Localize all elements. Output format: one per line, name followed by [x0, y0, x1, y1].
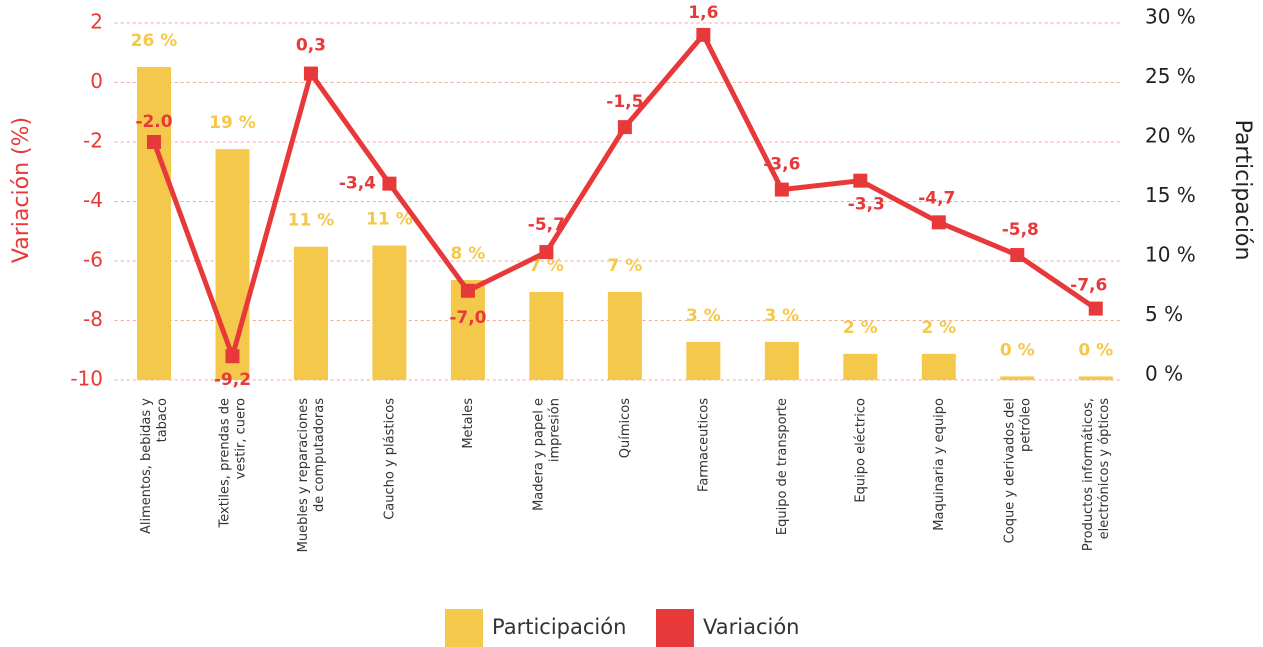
bar-value-label: 7 %	[529, 256, 564, 276]
legend-swatch	[445, 609, 483, 647]
y2-tick-label: 5 %	[1145, 302, 1183, 326]
bar-value-label: 19 %	[209, 113, 256, 133]
line-marker	[460, 283, 475, 298]
line-value-label: -7,0	[449, 308, 486, 328]
bar-value-label: 11 %	[366, 210, 413, 230]
bar-value-label: 26 %	[131, 31, 178, 51]
y2-tick-label: 25 %	[1145, 64, 1196, 88]
x-tick-label: Caucho y plásticos	[382, 398, 397, 520]
line-value-label: -4,7	[918, 188, 955, 208]
y-axis-label: Variación (%)	[9, 117, 34, 263]
bar-value-label: 3 %	[686, 306, 721, 326]
x-tick-label: Maquinaria y equipo	[931, 398, 946, 531]
bar	[372, 245, 407, 380]
y2-tick-label: 15 %	[1145, 183, 1196, 207]
bar	[843, 353, 878, 380]
x-tick-label: Equipo eléctrico	[853, 398, 868, 503]
x-tick-label: Químicos	[617, 398, 632, 458]
legend-label: Variación	[703, 615, 799, 639]
bar	[686, 341, 721, 380]
line-marker	[1010, 248, 1025, 263]
line-value-label: -3,6	[763, 155, 800, 175]
bar-value-label: 2 %	[843, 318, 878, 338]
line-value-label: 1,6	[688, 3, 718, 23]
x-tick-label: Textiles, prendas devestir, cuero	[217, 398, 248, 529]
line-marker	[853, 173, 868, 188]
x-tick-label: Madera y papel eimpresión	[531, 398, 562, 511]
bar-value-label: 0 %	[1000, 340, 1035, 360]
y2-tick-label: 30 %	[1145, 5, 1196, 29]
y-tick-label: -8	[83, 307, 103, 331]
x-tick-label: Alimentos, bebidas ytabaco	[138, 398, 169, 534]
y-tick-label: -2	[83, 129, 103, 153]
legend-label: Participación	[492, 615, 626, 639]
line-marker	[774, 182, 789, 197]
x-tick-label: Productos informáticos,electrónicos y óp…	[1080, 398, 1111, 551]
line-marker	[617, 120, 632, 135]
y2-tick-label: 10 %	[1145, 243, 1196, 267]
x-tick-label: Metales	[460, 398, 475, 449]
bar-value-label: 7 %	[607, 256, 642, 276]
y2-tick-label: 0 %	[1145, 362, 1183, 386]
bar	[921, 353, 956, 380]
bar	[764, 341, 799, 380]
bar-value-label: 8 %	[451, 244, 486, 264]
x-tick-label: Coque y derivados delpetróleo	[1002, 398, 1033, 543]
y-tick-label: -6	[83, 248, 103, 272]
y-tick-label: 2	[90, 10, 103, 34]
line-value-label: -2.0	[135, 112, 172, 132]
x-tick-label: Equipo de transporte	[774, 398, 789, 535]
line-marker	[382, 176, 397, 191]
line-value-label: -9,2	[214, 370, 251, 390]
y2-tick-label: 20 %	[1145, 124, 1196, 148]
y2-axis-label: Participación	[1230, 120, 1255, 261]
bar-value-label: 2 %	[921, 318, 956, 338]
line-value-label: -7,6	[1070, 276, 1107, 296]
line-value-label: -1,5	[606, 92, 643, 112]
bar	[1078, 376, 1113, 380]
y-tick-label: -4	[83, 188, 103, 212]
bar	[215, 149, 250, 380]
line-marker	[931, 215, 946, 230]
bar-value-label: 0 %	[1078, 340, 1113, 360]
x-tick-label: Farmaceuticos	[696, 398, 711, 492]
line-value-label: -5,8	[1002, 220, 1039, 240]
line-value-label: -5,7	[528, 215, 565, 235]
line-value-label: -3,4	[339, 174, 376, 194]
bar	[1000, 376, 1035, 380]
line-marker	[225, 349, 240, 364]
bar-value-label: 11 %	[288, 211, 335, 231]
bar	[293, 246, 328, 380]
line-marker	[696, 27, 711, 42]
line-marker	[1088, 301, 1103, 316]
y-tick-label: -10	[70, 367, 103, 391]
x-tick-label: Muebles y reparacionesde computadoras	[295, 398, 326, 553]
bar	[607, 291, 642, 380]
line-marker	[303, 66, 318, 81]
bar	[136, 67, 171, 380]
bar-value-label: 3 %	[764, 306, 799, 326]
legend-swatch	[656, 609, 694, 647]
line-marker	[539, 245, 554, 260]
line-marker	[146, 135, 161, 149]
y-tick-label: 0	[90, 69, 103, 93]
line-value-label: 0,3	[296, 36, 326, 56]
line-value-label: -3,3	[848, 195, 885, 215]
bar	[529, 291, 564, 380]
